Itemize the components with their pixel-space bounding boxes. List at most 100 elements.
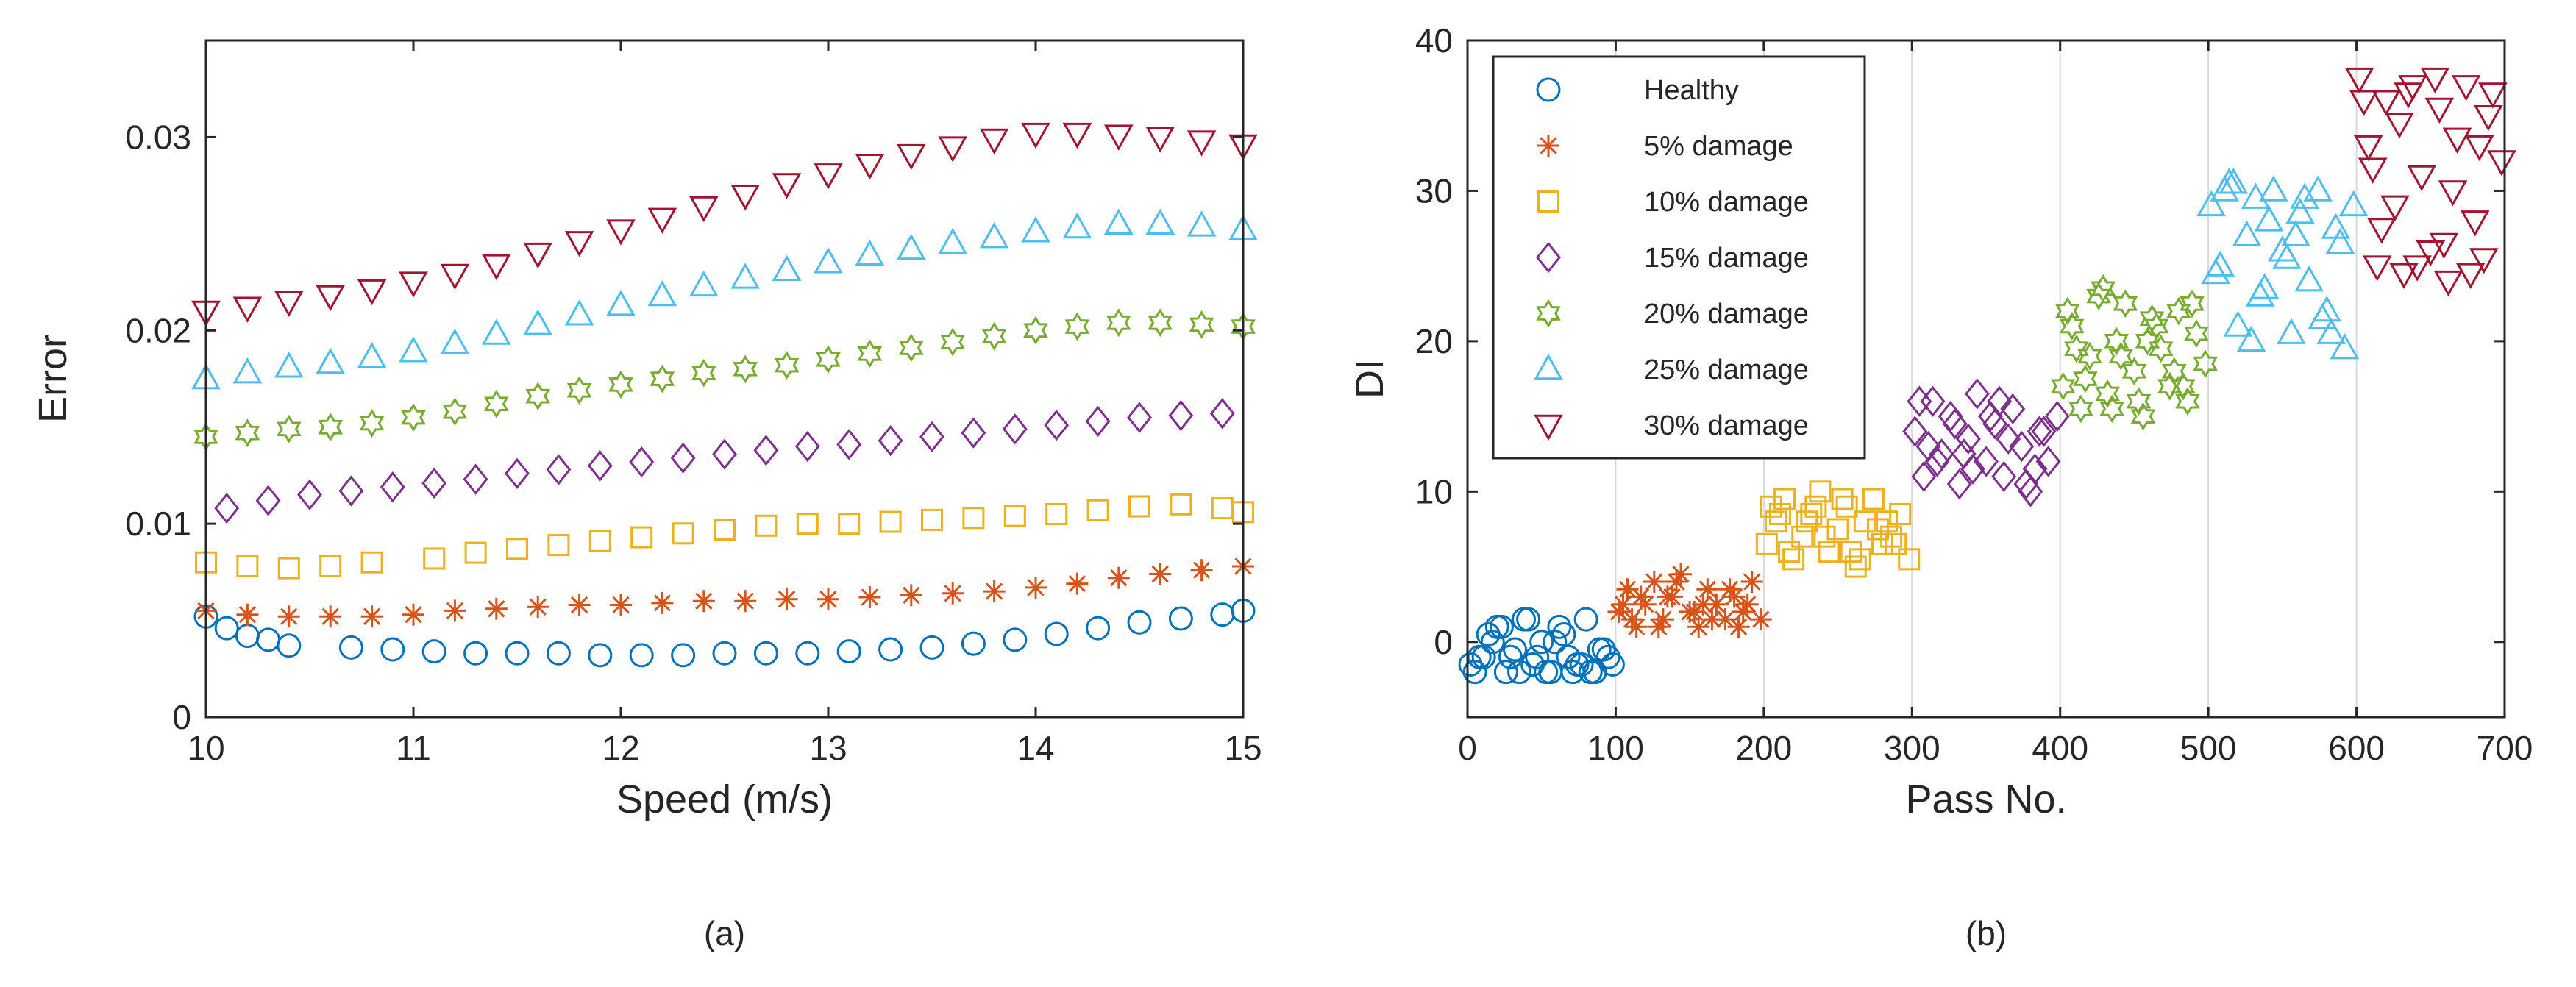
point-30-damage	[2416, 240, 2446, 267]
point-10-damage	[1813, 525, 1836, 548]
point-25-damage	[938, 227, 968, 254]
x-tick-label: 15	[1224, 729, 1262, 767]
point-15-damage	[380, 471, 405, 503]
point-15-damage	[2035, 446, 2061, 477]
point-15-damage	[421, 467, 447, 499]
point-30-damage	[2429, 232, 2459, 260]
point-10-damage	[1809, 480, 1832, 503]
point-10-damage	[755, 514, 778, 537]
legend-label-20-damage: 20% damage	[1644, 299, 1809, 329]
x-tick-label: 400	[2032, 729, 2088, 767]
point-5-damage	[236, 603, 259, 626]
point-15-damage	[2018, 476, 2043, 507]
legend-box	[1492, 55, 1866, 460]
point-30-damage	[316, 285, 346, 312]
subplot-a: 10 11 12 13 14 15 0 0.01 0.02 0.03 Speed (m/s) Er…	[31, 39, 1262, 952]
point-10-damage	[423, 547, 446, 570]
point-5-damage	[610, 594, 632, 616]
point-15-damage	[1168, 399, 1194, 432]
point-30-damage	[2380, 195, 2410, 221]
point-20-damage	[981, 321, 1007, 351]
point-30-damage	[2358, 157, 2388, 184]
point-15-damage	[338, 475, 364, 507]
point-10-damage	[588, 530, 611, 552]
point-30-damage	[606, 219, 636, 246]
point-5-damage	[1107, 566, 1130, 589]
point-15-damage	[1127, 402, 1152, 433]
point-healthy	[380, 637, 405, 662]
point-25-damage	[2272, 243, 2302, 269]
x-tick-label: 200	[1735, 729, 1792, 767]
point-5-damage	[1066, 572, 1089, 595]
point-healthy	[1168, 606, 1193, 631]
point-15-damage	[1938, 400, 1963, 432]
point-20-damage	[2171, 371, 2196, 401]
point-30-damage	[938, 136, 968, 163]
point-5-damage	[1616, 578, 1639, 601]
point-15-damage	[836, 429, 862, 460]
point-5-damage	[1620, 608, 1643, 631]
point-5-damage	[402, 603, 424, 626]
point-10-damage	[360, 551, 383, 574]
point-15-damage	[2027, 416, 2052, 447]
point-10-damage	[1853, 510, 1876, 533]
point-15-damage	[214, 492, 240, 524]
point-30-damage	[2407, 165, 2437, 192]
point-10-damage	[506, 538, 528, 560]
x-tick-label: 13	[809, 729, 847, 767]
point-healthy	[1480, 630, 1505, 655]
point-25-damage	[1021, 216, 1050, 243]
point-30-damage	[2460, 210, 2490, 237]
point-30-damage	[1145, 127, 1175, 153]
point-10-damage	[1800, 503, 1823, 525]
point-10-damage	[1840, 541, 1862, 563]
point-20-damage	[2108, 341, 2134, 371]
point-15-damage	[1987, 385, 2013, 417]
point-30-damage	[2420, 67, 2450, 94]
point-5-damage	[1705, 593, 1728, 616]
point-25-damage	[2236, 325, 2266, 352]
point-30-damage	[2353, 135, 2383, 162]
point-15-damage	[587, 450, 613, 482]
point-30-damage	[2362, 255, 2392, 282]
x-tick-label: 12	[602, 729, 639, 767]
subplot-a-caption: (a)	[704, 914, 745, 952]
point-25-damage	[2290, 182, 2319, 209]
point-5-damage	[651, 591, 674, 614]
point-5-damage	[568, 594, 591, 616]
point-20-damage	[650, 364, 675, 393]
point-healthy	[1543, 630, 1568, 655]
point-20-damage	[276, 414, 302, 443]
point-5-damage	[1607, 600, 1630, 623]
x-tick-label: 600	[2328, 729, 2385, 767]
point-healthy	[214, 616, 239, 641]
point-10-damage	[1804, 495, 1827, 518]
point-15-damage	[1209, 398, 1235, 430]
point-10-damage	[879, 510, 902, 533]
point-30-damage	[2389, 263, 2419, 289]
point-10-damage	[796, 513, 819, 535]
point-healthy	[505, 641, 530, 666]
point-5-damage	[1683, 600, 1706, 623]
point-10-damage	[1755, 532, 1778, 555]
point-healthy	[1507, 660, 1531, 685]
point-healthy	[753, 641, 778, 666]
point-5-damage	[1740, 571, 1763, 593]
subplot-a-xlabel: Speed (m/s)	[616, 777, 833, 822]
point-25-damage	[647, 279, 677, 307]
point-20-damage	[359, 409, 385, 438]
point-25-damage	[2254, 205, 2284, 232]
point-healthy	[1086, 616, 1111, 641]
point-15-damage	[2044, 400, 2070, 432]
point-30-damage	[814, 163, 843, 190]
point-30-damage	[2385, 113, 2414, 139]
point-25-damage	[2316, 318, 2346, 344]
legend-marker-healthy	[1536, 77, 1561, 102]
point-15-damage	[794, 430, 820, 463]
y-tick-label: 0	[172, 698, 191, 736]
point-15-damage	[2022, 453, 2048, 485]
point-30-damage	[2349, 90, 2379, 116]
point-30-damage	[2478, 82, 2508, 109]
x-tick-label: 700	[2477, 729, 2533, 767]
